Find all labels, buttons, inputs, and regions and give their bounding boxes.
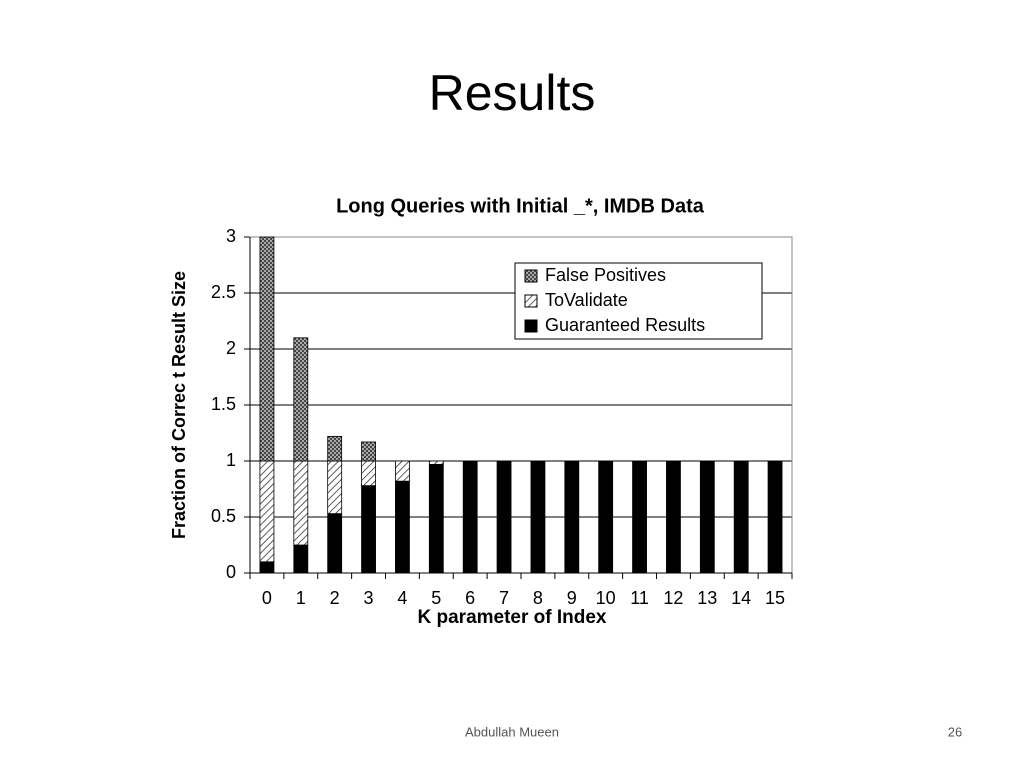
x-tick-label: 5: [431, 588, 441, 608]
bar-segment: [428, 460, 444, 465]
y-tick-label: 3: [226, 226, 236, 246]
bar-segment: [462, 460, 478, 574]
bar-segment: [666, 460, 681, 574]
y-tick-label: 1.5: [211, 394, 236, 414]
x-tick-label: 4: [397, 588, 407, 608]
legend-box: [514, 262, 763, 340]
page-number: 26: [948, 724, 962, 739]
y-axis-label: Fraction of Correc t Result Size: [169, 271, 189, 539]
x-tick-label: 0: [262, 588, 272, 608]
x-tick-label: 11: [630, 588, 649, 608]
bar-segment: [259, 561, 275, 574]
bar-segment: [259, 460, 275, 563]
bar-segment: [395, 460, 410, 482]
x-tick-label: 14: [731, 588, 751, 608]
chart-title: Long Queries with Initial _*, IMDB Data: [336, 195, 705, 217]
bar-segment: [428, 463, 444, 574]
x-tick-label: 7: [499, 588, 509, 608]
x-tick-label: 12: [663, 588, 683, 608]
legend-swatch: [524, 319, 538, 333]
slide-title: Results: [429, 65, 596, 121]
x-tick-label: 13: [697, 588, 717, 608]
legend-swatch: [524, 294, 538, 308]
bar-segment: [259, 236, 275, 462]
bar-segment: [632, 460, 647, 574]
x-tick-label: 8: [533, 588, 543, 608]
bar-segment: [699, 460, 715, 574]
y-tick-label: 0.5: [211, 506, 236, 526]
legend-label: False Positives: [545, 265, 666, 285]
bar-segment: [496, 460, 512, 574]
x-tick-label: 3: [364, 588, 374, 608]
bar-segment: [733, 460, 749, 574]
x-tick-label: 15: [765, 588, 785, 608]
bar-segment: [395, 480, 410, 574]
x-tick-label: 10: [596, 588, 616, 608]
x-axis-label: K parameter of Index: [418, 607, 607, 628]
bar-segment: [327, 460, 343, 515]
bar-segment: [293, 460, 309, 546]
bar-segment: [327, 513, 343, 574]
y-tick-label: 1: [226, 450, 236, 470]
bar-segment: [361, 441, 376, 462]
x-tick-label: 1: [296, 588, 306, 608]
bar-segment: [598, 460, 614, 574]
bar-segment: [293, 337, 309, 462]
bar-segment: [293, 544, 309, 574]
bar-segment: [361, 460, 376, 487]
legend-label: ToValidate: [545, 290, 628, 310]
y-tick-label: 2: [226, 338, 236, 358]
legend-label: Guaranteed Results: [545, 315, 705, 335]
bar-segment: [361, 485, 376, 574]
bar-segment: [530, 460, 546, 574]
x-tick-label: 2: [330, 588, 340, 608]
x-tick-label: 9: [567, 588, 577, 608]
plot: 00.511.522.530 1 2 3 4 5 6 7 8 9 10 11 12 13 14 15False…: [211, 226, 793, 608]
x-tick-label: 6: [465, 588, 475, 608]
legend-swatch: [524, 269, 538, 283]
bar-segment: [564, 460, 580, 574]
bar-segment: [327, 435, 343, 462]
y-tick-label: 0: [226, 562, 236, 582]
footer: Abdullah Mueen: [465, 724, 559, 739]
y-tick-label: 2.5: [211, 282, 236, 302]
bar-segment: [767, 460, 783, 574]
